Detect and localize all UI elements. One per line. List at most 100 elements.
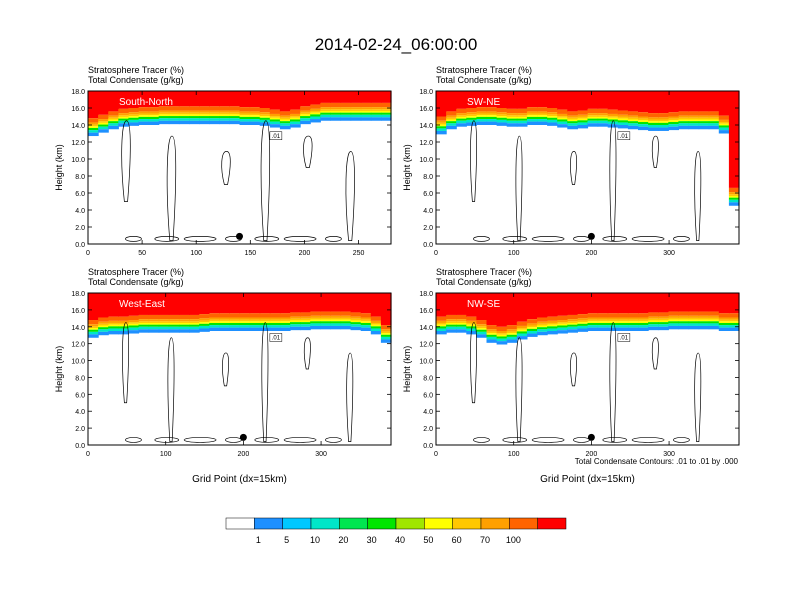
- location-dot: [587, 232, 595, 240]
- tracer-cell: [249, 325, 261, 328]
- y-tick-label: 4.0: [75, 409, 85, 416]
- tracer-cell: [678, 91, 690, 112]
- tracer-cell: [537, 91, 548, 108]
- tracer-cell: [607, 293, 619, 314]
- tracer-cell: [456, 314, 467, 320]
- tracer-cell: [340, 91, 352, 103]
- tracer-cell: [118, 115, 129, 117]
- tracer-cell: [269, 119, 281, 122]
- condensate-contours: [470, 322, 702, 443]
- contour-loop: [470, 322, 477, 404]
- tracer-cell: [547, 331, 558, 335]
- tracer-cell: [168, 326, 180, 330]
- tracer-cell: [638, 321, 649, 323]
- tracer-cell: [259, 321, 271, 323]
- tracer-cell: [567, 123, 578, 126]
- contour-label-box: [617, 333, 631, 342]
- tracer-cell: [617, 91, 629, 111]
- tracer-cell: [259, 91, 271, 108]
- tracer-cell: [456, 116, 467, 119]
- tracer-cell: [436, 91, 447, 117]
- colorbar-swatch: [367, 517, 397, 530]
- tracer-cell: [340, 117, 352, 121]
- tracer-cell: [436, 124, 447, 127]
- tracer-cell: [668, 311, 679, 316]
- tracer-cell: [698, 317, 710, 320]
- tracer-cell: [668, 319, 679, 322]
- tracer-cell: [587, 313, 599, 318]
- tracer-cell: [340, 102, 352, 108]
- tracer-cell: [456, 329, 467, 333]
- tracer-cell: [88, 91, 99, 119]
- tracer-cell: [506, 115, 518, 117]
- tracer-cell: [577, 122, 589, 125]
- tracer-cell: [476, 121, 488, 125]
- tracer-cell: [708, 117, 720, 120]
- tracer-cell: [98, 327, 109, 330]
- tracer-cell: [526, 113, 538, 116]
- tracer-cell: [138, 111, 150, 114]
- tracer-cell: [516, 331, 528, 334]
- tracer-cell: [577, 322, 589, 324]
- tracer-cell: [249, 113, 261, 116]
- tracer-cell: [360, 112, 372, 115]
- tracer-cell: [98, 121, 109, 123]
- tracer-cell: [486, 329, 498, 332]
- tracer-cell: [320, 321, 331, 324]
- tracer-cell: [446, 319, 457, 322]
- tracer-cell: [668, 118, 679, 121]
- tracer-cell: [108, 111, 119, 116]
- tracer-cell: [688, 121, 700, 124]
- y-axis-label: Height (km): [54, 346, 64, 393]
- tracer-cell: [698, 321, 710, 324]
- tracer-cell: [199, 110, 210, 113]
- tracer-cell: [607, 124, 619, 128]
- tracer-cell: [350, 114, 362, 118]
- tracer-cell: [239, 121, 251, 125]
- tracer-cell: [98, 114, 109, 120]
- tracer-cell: [229, 110, 241, 113]
- tracer-cell: [466, 114, 477, 117]
- y-tick-label: 14.0: [419, 325, 433, 332]
- tracer-cell: [728, 327, 740, 331]
- tracer-cell: [547, 114, 558, 117]
- x-tick-label: 150: [244, 250, 256, 257]
- tracer-cell: [229, 116, 241, 119]
- tracer-cell: [638, 325, 649, 328]
- tracer-cell: [658, 318, 669, 321]
- tracer-cell: [446, 91, 457, 112]
- tracer-cell: [330, 325, 342, 330]
- tracer-cell: [138, 115, 150, 117]
- tracer-cell: [249, 322, 261, 326]
- tracer-cell: [547, 91, 558, 108]
- tracer-cell: [627, 313, 639, 318]
- tracer-cell: [229, 319, 241, 322]
- tracer-cell: [668, 112, 679, 117]
- tracer-cell: [658, 316, 669, 319]
- tracer-cell: [199, 323, 210, 326]
- tracer-cell: [138, 293, 150, 315]
- tracer-cell: [678, 117, 690, 120]
- tracer-cell: [708, 315, 720, 318]
- tracer-cell: [526, 115, 538, 117]
- tracer-cell: [436, 316, 447, 321]
- tracer-cell: [597, 123, 609, 127]
- tracer-cell: [239, 115, 251, 117]
- tracer-cell: [476, 331, 488, 335]
- tracer-cell: [587, 321, 599, 323]
- variable-label-tracer: Stratosphere Tracer (%): [88, 267, 184, 277]
- tracer-cell: [320, 91, 331, 103]
- tracer-cell: [189, 326, 200, 330]
- tracer-cell: [310, 311, 321, 316]
- tracer-cell: [380, 107, 392, 110]
- tracer-cell: [557, 113, 568, 117]
- tracer-cell: [547, 117, 558, 120]
- tracer-cell: [496, 338, 508, 342]
- tracer-cell: [108, 117, 119, 120]
- tracer-cell: [506, 108, 518, 114]
- tracer-cell: [547, 293, 558, 317]
- tracer-cell: [567, 119, 578, 122]
- tracer-cell: [708, 115, 720, 118]
- panel-3: Stratosphere Tracer (%)Total Condensate …: [54, 267, 392, 485]
- tracer-cell: [557, 117, 568, 120]
